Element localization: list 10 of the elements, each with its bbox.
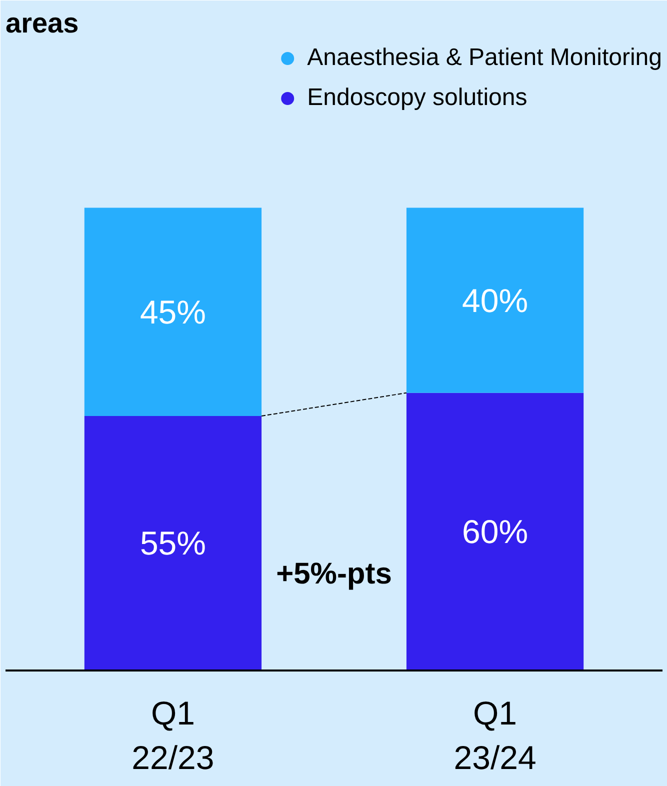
chart-title: areas [6,8,79,38]
data-label: 45% [140,293,206,330]
x-tick-label: Q1 23/24 [454,694,536,776]
data-label: 40% [462,282,528,319]
legend-label: Anaesthesia & Patient Monitoring [307,44,662,72]
x-tick-label: Q1 22/23 [132,694,214,776]
annotation: +5%-pts [276,557,392,590]
data-label: 55% [140,524,206,562]
data-label: 60% [462,513,528,550]
legend-label: Endoscopy solutions [307,84,528,112]
